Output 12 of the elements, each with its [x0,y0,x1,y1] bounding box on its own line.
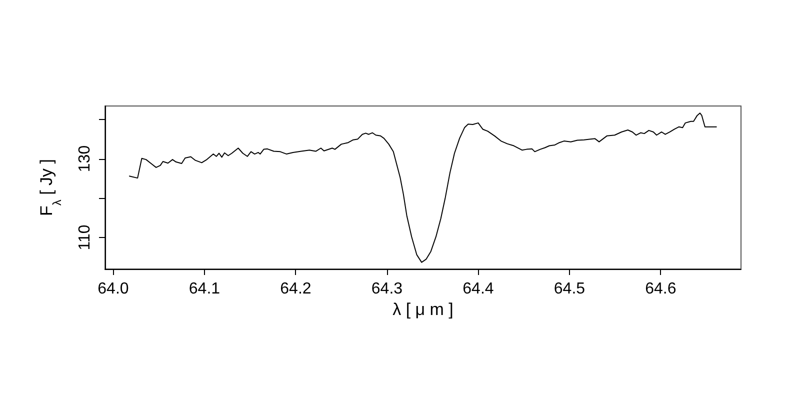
y-tick-label: 130 [76,145,94,172]
x-tick-label: 64.0 [98,280,129,298]
y-axis-title: Fλ [ Jy ] [37,158,64,216]
y-tick-label: 110 [76,224,94,250]
x-tick-label: 64.5 [554,280,586,298]
line-series [128,112,717,263]
x-tick-label: 64.4 [462,280,494,298]
x-tick-label: 64.6 [645,280,676,298]
x-tick-label: 64.2 [280,280,312,298]
x-axis-title: λ [ μ m ] [392,300,454,319]
x-tick-label: 64.1 [188,280,220,298]
x-tick-label: 64.3 [371,280,403,298]
